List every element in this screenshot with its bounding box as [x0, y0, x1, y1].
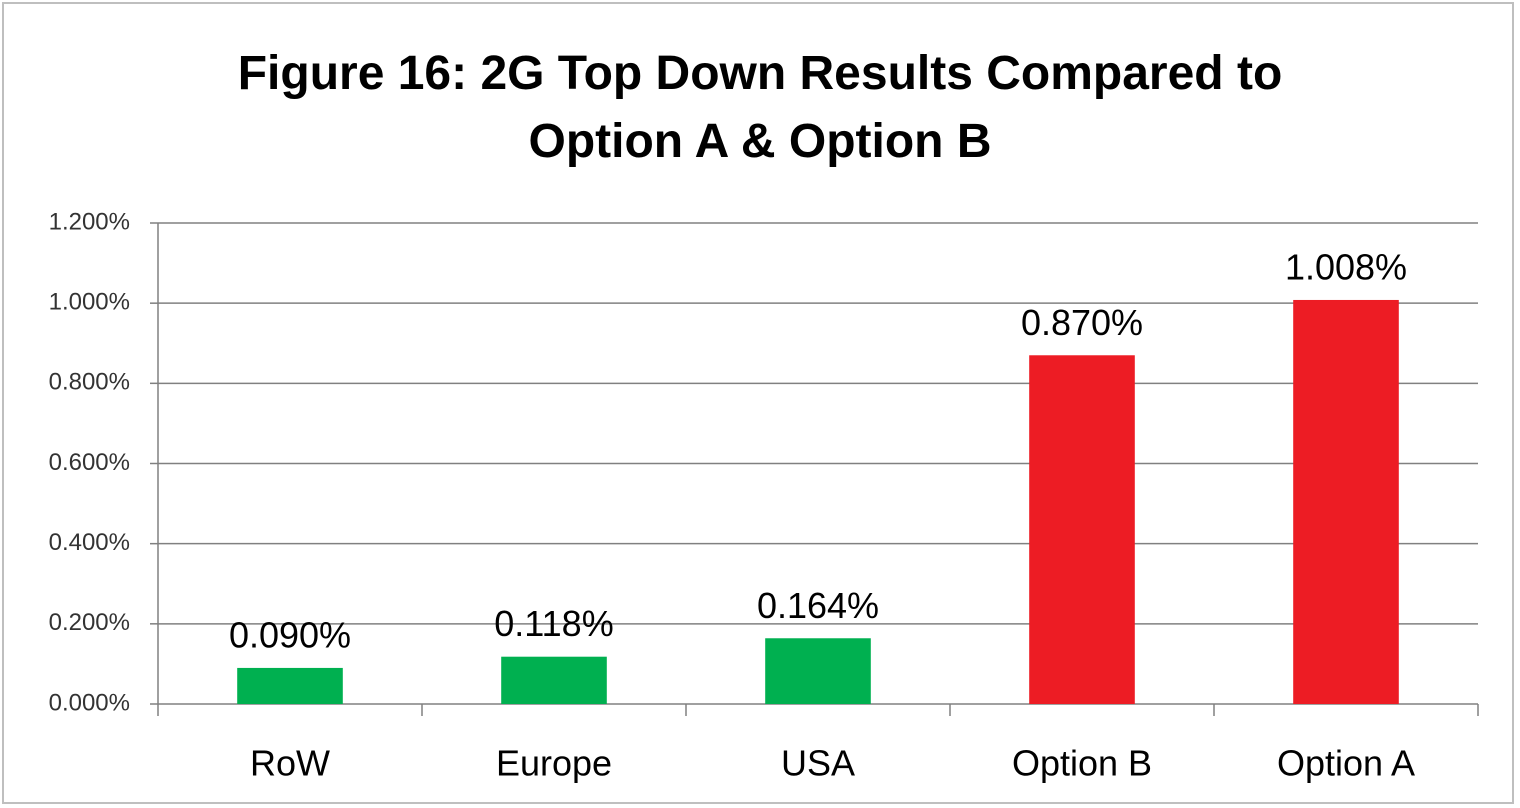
x-tick-label: RoW: [250, 743, 330, 784]
bar: [765, 638, 871, 704]
x-tick-label: USA: [781, 743, 855, 784]
y-tick-label: 0.800%: [49, 369, 130, 396]
y-tick-label: 0.400%: [49, 529, 130, 556]
bar: [237, 667, 343, 704]
value-label: 0.118%: [494, 603, 613, 644]
y-tick-label: 0.000%: [49, 689, 130, 716]
y-tick-label: 1.200%: [49, 208, 130, 235]
x-tick-label: Option B: [1012, 743, 1152, 784]
y-tick-label: 1.000%: [49, 289, 130, 316]
y-tick-label: 0.200%: [49, 609, 130, 636]
chart-title: Figure 16: 2G Top Down Results Compared …: [237, 47, 1283, 168]
y-tick-label: 0.600%: [49, 449, 130, 476]
value-label: 1.008%: [1285, 246, 1407, 287]
bar: [501, 656, 607, 704]
x-tick-label: Option A: [1277, 743, 1415, 784]
bar: [1293, 299, 1399, 704]
value-label: 0.870%: [1021, 302, 1143, 343]
value-label: 0.090%: [229, 614, 351, 655]
value-label: 0.164%: [757, 585, 879, 626]
x-tick-label: Europe: [496, 743, 612, 784]
bar: [1029, 355, 1135, 704]
